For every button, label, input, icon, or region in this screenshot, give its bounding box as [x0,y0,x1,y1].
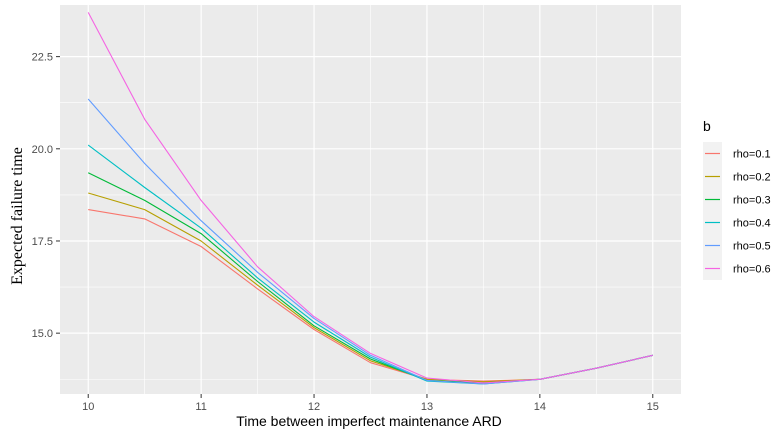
legend-label: rho=0.1 [733,149,771,161]
y-axis-title: Expected failure time [9,147,26,285]
x-tick-label: 10 [82,401,94,413]
x-tick-label: 11 [195,401,206,413]
legend-title: b [703,118,711,134]
legend-label: rho=0.6 [733,264,771,276]
legend-key-background [703,142,722,280]
legend-label: rho=0.3 [733,195,771,207]
y-tick-label: 15.0 [32,328,53,340]
y-axis: 15.0 17.5 20.0 22.5 [32,52,60,340]
x-axis: 10 11 12 13 14 15 [82,394,659,413]
y-tick-label: 17.5 [32,236,53,248]
series-lines [87,12,653,385]
y-tick-label: 22.5 [32,52,53,64]
legend-label: rho=0.5 [733,241,771,253]
y-tick-label: 20.0 [32,144,53,156]
x-tick-label: 12 [308,401,320,413]
series-line-rho=0.6 [87,12,653,384]
x-tick-label: 15 [647,401,659,413]
legend-label: rho=0.2 [733,172,771,184]
x-tick-label: 13 [421,401,433,413]
legend: b rho=0.1 rho=0.2 rho=0.3 rho=0.4 rho=0.5 rho… [703,118,771,280]
x-axis-title: Time between imperfect maintenance ARD [236,413,502,429]
x-tick-label: 14 [534,401,546,413]
legend-label: rho=0.4 [733,218,771,230]
